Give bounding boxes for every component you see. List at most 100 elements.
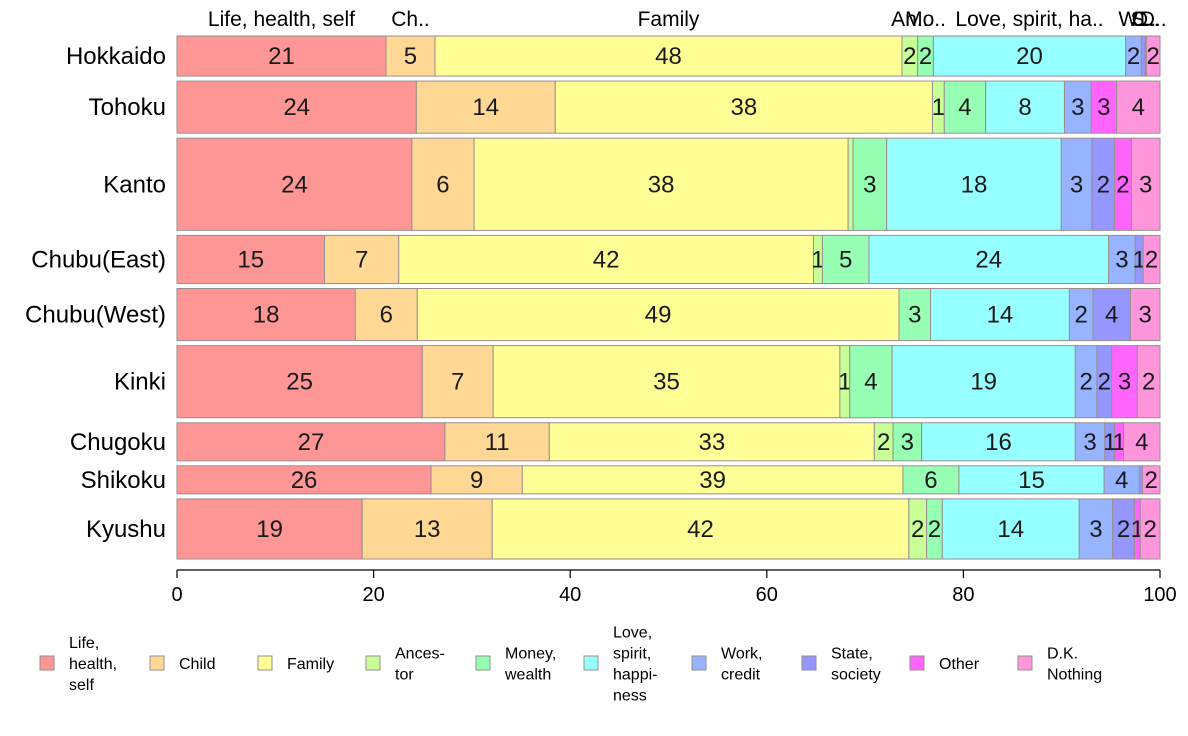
legend-label: Work, xyxy=(721,646,762,663)
bar-segment-child xyxy=(430,465,523,495)
data-label: 42 xyxy=(593,246,620,273)
category-label: Kyushu xyxy=(86,516,166,543)
bar-segment-work xyxy=(1063,80,1092,134)
bar-segment-work xyxy=(1108,234,1136,284)
bar-segment-family xyxy=(491,498,910,560)
legend-label: health, xyxy=(69,656,117,673)
category-label: Kinki xyxy=(114,369,166,396)
column-header-label: An.. xyxy=(891,8,928,31)
category-label: Hokkaido xyxy=(66,43,166,70)
data-label: 2 xyxy=(1144,467,1157,494)
legend-label: Other xyxy=(939,656,980,673)
category-label: Kanto xyxy=(103,171,166,198)
data-label: 15 xyxy=(237,246,264,273)
data-label: 14 xyxy=(472,94,499,121)
x-axis: 0 20 40 60 80 100 xyxy=(171,569,1177,606)
data-label: 20 xyxy=(1016,43,1043,70)
data-label: 2 xyxy=(1075,302,1088,329)
bar-segment-family xyxy=(398,234,815,284)
category-label: Chugoku xyxy=(70,429,166,456)
data-label: 4 xyxy=(1115,467,1128,494)
bar-segment-life xyxy=(176,465,432,495)
bar-segment-child xyxy=(323,234,400,284)
data-label: 19 xyxy=(256,516,283,543)
data-label: 3 xyxy=(908,302,921,329)
data-label: 2 xyxy=(911,516,924,543)
legend-label: society xyxy=(831,667,881,684)
bar-segment-work xyxy=(1074,422,1106,462)
data-label: 24 xyxy=(281,171,308,198)
x-tick-label: 0 xyxy=(171,584,182,606)
data-label: 2 xyxy=(928,516,941,543)
legend-label: Love, xyxy=(613,625,652,642)
bar-segment-family xyxy=(492,345,841,419)
bar-segment-dk xyxy=(1116,80,1161,134)
bar-segment-child xyxy=(421,345,494,419)
x-tick-label: 40 xyxy=(559,584,581,606)
data-label: 4 xyxy=(1132,94,1145,121)
data-label: 3 xyxy=(1118,369,1131,396)
bar-segment-dk xyxy=(1136,345,1161,419)
bar-segment-work xyxy=(1103,465,1140,495)
category-label: Shikoku xyxy=(81,467,166,494)
bar-segment-love xyxy=(958,465,1105,495)
legend-label: Child xyxy=(179,656,215,673)
bar-segment-money xyxy=(898,287,932,342)
legend-label: Ances- xyxy=(395,646,445,663)
data-label: 13 xyxy=(414,516,441,543)
data-label: 11 xyxy=(485,429,510,456)
bar-segment-life xyxy=(176,498,363,560)
data-label: 4 xyxy=(1135,429,1148,456)
legend-swatch-state xyxy=(801,655,817,671)
bar-segment-love xyxy=(921,422,1076,462)
data-label: 4 xyxy=(958,94,971,121)
data-label: 16 xyxy=(985,429,1012,456)
column-header-label: Life, health, self xyxy=(208,8,355,31)
bar-segment-life xyxy=(176,234,325,284)
bar-segment-other xyxy=(1090,80,1118,134)
bar-segment-love xyxy=(932,35,1127,77)
data-label: 26 xyxy=(291,467,318,494)
bar-segment-life xyxy=(176,345,423,419)
data-label: 2 xyxy=(1098,369,1111,396)
data-label: 3 xyxy=(1071,94,1084,121)
bar-segment-love xyxy=(886,137,1062,231)
bar-segment-child xyxy=(444,422,550,462)
bar-segment-dk xyxy=(1141,465,1161,495)
data-label: 1 xyxy=(1112,429,1125,456)
data-label: 27 xyxy=(298,429,325,456)
data-label: 3 xyxy=(1089,516,1102,543)
bar-segment-child xyxy=(385,35,436,77)
data-label: 14 xyxy=(987,302,1014,329)
bar-segment-family xyxy=(416,287,900,342)
data-label: 24 xyxy=(975,246,1002,273)
bar-segment-life xyxy=(176,287,356,342)
data-label: 5 xyxy=(404,43,417,70)
data-label: 7 xyxy=(355,246,368,273)
bar-segment-dk xyxy=(1130,137,1161,231)
data-label: 3 xyxy=(1083,429,1096,456)
bar-segment-work xyxy=(1060,137,1093,231)
legend-swatch-love xyxy=(583,655,599,671)
column-header-label: Family xyxy=(638,8,700,31)
bar-segment-life xyxy=(176,422,446,462)
bar-segment-money xyxy=(852,137,888,231)
bar-segment-money xyxy=(849,345,893,419)
bar-segment-life xyxy=(176,35,387,77)
legend-swatch-life xyxy=(39,655,55,671)
data-label: 39 xyxy=(699,467,726,494)
bar-segment-child xyxy=(361,498,493,560)
legend-label: D.K. xyxy=(1047,646,1078,663)
x-tick-label: 100 xyxy=(1143,584,1176,606)
data-label: 1 xyxy=(932,94,945,121)
data-label: 3 xyxy=(901,429,914,456)
category-label: Tohoku xyxy=(89,94,166,121)
bar-segment-dk xyxy=(1139,498,1161,560)
legend-label: credit xyxy=(721,667,761,684)
legend-swatch-child xyxy=(149,655,165,671)
column-header-label: S.. xyxy=(1130,8,1156,31)
category-label: Chubu(West) xyxy=(25,302,166,329)
data-label: 33 xyxy=(698,429,725,456)
bar-segment-state xyxy=(1092,287,1131,342)
